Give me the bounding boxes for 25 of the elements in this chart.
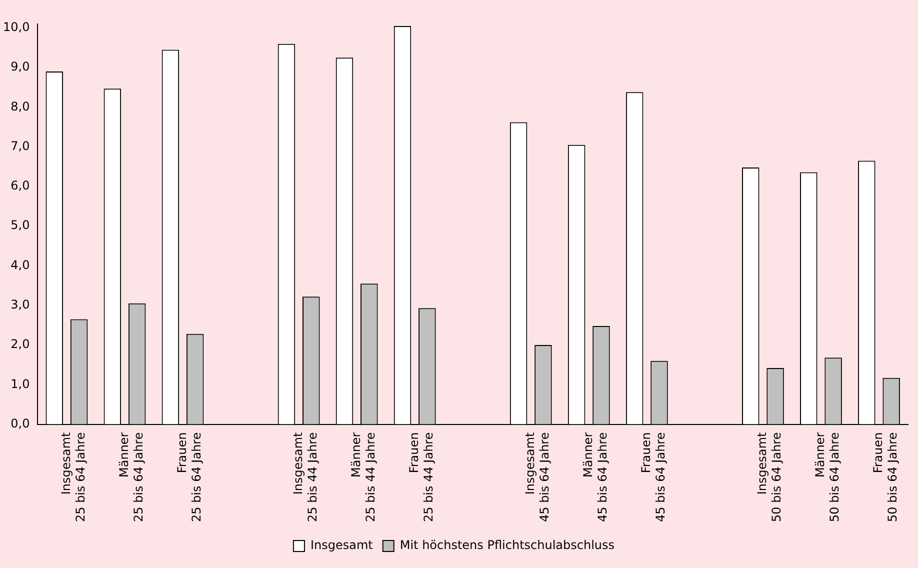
- x-tick-label: Frauen 50 bis 64 Jahre: [871, 432, 900, 522]
- x-tick-label: Männer 45 bis 64 Jahre: [581, 432, 610, 522]
- x-tick-label: Männer 25 bis 64 Jahre: [116, 432, 146, 522]
- y-tick-label: 6,0: [10, 178, 30, 193]
- y-tick-label: 5,0: [10, 218, 30, 232]
- y-tick-label: 4,0: [10, 258, 30, 272]
- x-tick-label: Männer 25 bis 44 Jahre: [348, 432, 378, 522]
- x-tick-label: Insgesamt 25 bis 44 Jahre: [290, 432, 320, 522]
- x-tick-label: Insgesamt 50 bis 64 Jahre: [755, 432, 784, 522]
- x-tick-label: Frauen 25 bis 64 Jahre: [174, 432, 204, 522]
- y-tick-label: 0,0: [10, 416, 30, 430]
- x-tick-label: Männer 50 bis 64 Jahre: [813, 432, 842, 522]
- y-tick-label: 8,0: [10, 99, 30, 114]
- y-tick-label: 1,0: [10, 376, 30, 391]
- x-tick-label: Insgesamt 45 bis 64 Jahre: [523, 432, 552, 522]
- y-tick-label: 9,0: [10, 60, 30, 74]
- x-tick-label: Insgesamt 25 bis 64 Jahre: [58, 432, 88, 522]
- x-tick-label: Frauen 25 bis 44 Jahre: [406, 432, 436, 522]
- y-tick-label: 10,0: [3, 20, 30, 34]
- x-tick-label: Frauen 45 bis 64 Jahre: [639, 432, 668, 522]
- y-tick-label: 3,0: [10, 298, 30, 312]
- y-tick-label: 7,0: [10, 138, 30, 153]
- y-tick-label: 2,0: [10, 337, 30, 352]
- legend-label: Mit höchstens Pflichtschulabschluss: [400, 538, 615, 552]
- legend-label: Insgesamt: [310, 538, 374, 552]
